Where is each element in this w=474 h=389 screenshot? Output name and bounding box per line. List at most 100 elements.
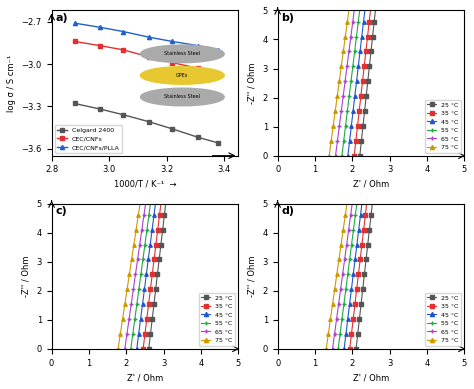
45 °C <box>345 317 351 321</box>
25 °C <box>365 79 371 84</box>
25 °C <box>366 227 372 232</box>
Line: 55 °C: 55 °C <box>340 9 361 158</box>
25 °C <box>361 279 366 284</box>
35 °C <box>359 238 365 243</box>
65 °C <box>135 253 141 258</box>
25 °C <box>363 257 369 262</box>
X-axis label: Z' / Ohm: Z' / Ohm <box>353 373 389 382</box>
65 °C <box>343 75 348 80</box>
55 °C <box>145 220 151 224</box>
35 °C <box>363 49 369 54</box>
75 °C <box>131 242 137 247</box>
35 °C <box>354 131 360 136</box>
55 °C <box>338 324 344 329</box>
65 °C <box>122 347 128 351</box>
45 °C <box>137 324 143 329</box>
75 °C <box>336 86 341 91</box>
65 °C <box>130 287 136 291</box>
45 °C <box>139 309 145 314</box>
65 °C <box>333 150 339 154</box>
35 °C <box>353 294 359 299</box>
75 °C <box>121 305 127 310</box>
65 °C <box>135 257 140 262</box>
55 °C <box>128 347 134 351</box>
Text: a): a) <box>55 13 68 23</box>
65 °C <box>127 313 132 317</box>
35 °C <box>140 347 146 351</box>
65 °C <box>337 120 343 124</box>
35 °C <box>361 68 367 72</box>
75 °C <box>333 101 339 106</box>
25 °C <box>354 343 359 347</box>
75 °C <box>339 56 345 61</box>
55 °C <box>352 220 357 224</box>
Y-axis label: -Z'' / Ohm: -Z'' / Ohm <box>22 256 31 297</box>
55 °C <box>346 98 352 102</box>
Celgard 2400 <box>170 126 175 131</box>
35 °C <box>365 27 371 32</box>
35 °C <box>152 250 158 254</box>
45 °C <box>150 220 156 224</box>
55 °C <box>347 253 353 258</box>
55 °C <box>350 235 356 239</box>
45 °C <box>146 257 151 262</box>
CEC/CNFs <box>146 54 152 59</box>
25 °C <box>370 30 376 35</box>
55 °C <box>135 298 140 303</box>
Legend: Celgard 2400, CEC/CNFs, CEC/CNFs/PLLA: Celgard 2400, CEC/CNFs, CEC/CNFs/PLLA <box>55 125 122 152</box>
35 °C <box>350 321 356 325</box>
55 °C <box>348 82 354 87</box>
65 °C <box>339 279 345 284</box>
75 °C <box>340 231 346 236</box>
35 °C <box>356 268 362 273</box>
25 °C <box>362 272 367 277</box>
55 °C <box>355 23 361 28</box>
25 °C <box>367 56 373 61</box>
45 °C <box>346 146 352 151</box>
35 °C <box>145 309 151 314</box>
35 °C <box>359 86 365 91</box>
65 °C <box>126 317 132 321</box>
75 °C <box>331 120 337 124</box>
25 °C <box>362 105 368 110</box>
75 °C <box>338 68 344 72</box>
65 °C <box>346 231 351 236</box>
45 °C <box>359 30 365 35</box>
25 °C <box>149 317 155 321</box>
75 °C <box>123 298 128 303</box>
25 °C <box>360 283 366 288</box>
65 °C <box>134 261 140 265</box>
45 °C <box>149 227 155 232</box>
75 °C <box>335 90 341 95</box>
65 °C <box>138 235 144 239</box>
55 °C <box>146 216 151 221</box>
55 °C <box>142 246 147 251</box>
75 °C <box>126 276 132 280</box>
45 °C <box>350 109 356 113</box>
75 °C <box>116 343 121 347</box>
25 °C <box>357 309 363 314</box>
55 °C <box>344 116 349 121</box>
25 °C <box>153 287 158 291</box>
65 °C <box>130 291 136 295</box>
35 °C <box>158 205 164 210</box>
45 °C <box>345 153 351 158</box>
35 °C <box>361 224 367 228</box>
35 °C <box>155 227 161 232</box>
45 °C <box>342 343 347 347</box>
45 °C <box>144 268 150 273</box>
35 °C <box>142 335 147 340</box>
75 °C <box>339 60 345 65</box>
35 °C <box>361 227 366 232</box>
35 °C <box>141 339 147 343</box>
35 °C <box>154 235 160 239</box>
45 °C <box>137 328 142 333</box>
65 °C <box>337 116 343 121</box>
35 °C <box>157 209 163 213</box>
75 °C <box>336 261 341 265</box>
35 °C <box>348 335 354 340</box>
25 °C <box>358 146 364 151</box>
35 °C <box>354 283 360 288</box>
55 °C <box>147 205 153 210</box>
45 °C <box>147 242 153 247</box>
